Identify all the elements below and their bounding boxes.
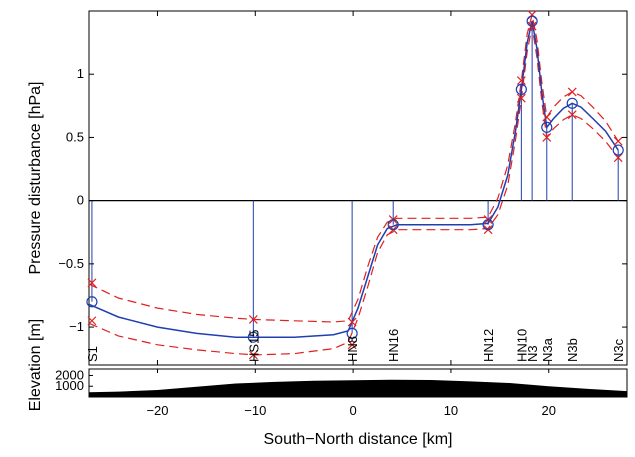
station-label-n3b: N3b [565, 338, 580, 362]
cross-upper-hn10 [516, 76, 526, 85]
fit-curve-group [88, 20, 619, 338]
ytick-label: −1 [69, 319, 84, 334]
station-label-hn8: HN8 [345, 336, 360, 362]
marker-hn16 [387, 219, 399, 231]
station-label-hn10: HN10 [514, 329, 529, 362]
cross-stroke [87, 316, 97, 326]
station-markers [86, 15, 624, 343]
station-label-hs15: HS15 [246, 329, 261, 362]
marker-hn12 [482, 219, 494, 231]
cross-stroke [567, 87, 577, 97]
ytick-label: 1 [77, 66, 84, 81]
pressure-axes-frame [88, 10, 628, 366]
upper-bound-curve [88, 14, 619, 323]
cross-stroke [542, 133, 552, 142]
elevation-axes-frame [88, 368, 628, 398]
cross-stroke [248, 350, 258, 360]
marker-hn8 [346, 327, 358, 339]
cross-upper-n3a [542, 112, 552, 122]
cross-lower-s1 [87, 316, 97, 326]
cross-upper-hn8 [347, 317, 357, 327]
marker-hn10 [515, 83, 527, 95]
ytick-label: −0.5 [58, 256, 84, 271]
station-label-s1: S1 [85, 346, 100, 362]
station-label-n3a: N3a [540, 337, 555, 362]
marker-hs15 [247, 331, 259, 343]
cross-lower-hs15 [248, 350, 258, 360]
distance-xlabel: South−North distance [km] [264, 431, 453, 448]
pressure-ticks: −1 −0.5 0 0.5 1 [58, 11, 627, 365]
station-label-hn16: HN16 [386, 329, 401, 362]
pressure-ylabel: Pressure disturbance [hPa] [27, 82, 44, 275]
xtick-label: 10 [444, 403, 458, 418]
cross-stroke [542, 112, 552, 122]
marker-n3a [541, 121, 553, 133]
cross-upper-hs15 [248, 315, 258, 324]
xtick-label: −20 [146, 403, 168, 418]
elev-ytick-label: 1000 [55, 378, 84, 393]
xtick-label: −10 [244, 403, 266, 418]
uncertainty-curves [88, 14, 619, 356]
cross-stroke [516, 93, 526, 103]
fit-curve [88, 20, 619, 338]
ytick-label: 0 [77, 193, 84, 208]
lower-bound-curve [88, 26, 619, 356]
cross-stroke [567, 110, 577, 120]
marker-s1 [86, 296, 98, 308]
station-label-n3: N3 [525, 345, 540, 362]
marker-n3b [566, 97, 578, 109]
cross-stroke [613, 136, 623, 146]
cross-lower-n3a [542, 133, 552, 142]
xtick-label: 20 [542, 403, 556, 418]
cross-upper-n3b [567, 87, 577, 97]
station-label-hn12: HN12 [481, 329, 496, 362]
elevation-ylabel: Elevation [m] [27, 319, 44, 411]
station-label-n3c: N3c [611, 338, 626, 362]
xtick-label: 0 [349, 403, 356, 418]
cross-stroke [347, 340, 357, 350]
marker-n3c [612, 144, 624, 156]
marker-n3 [526, 15, 538, 27]
cross-lower-hn8 [347, 340, 357, 350]
cross-stroke [347, 317, 357, 327]
cross-stroke [516, 76, 526, 85]
terrain-area [89, 379, 627, 397]
cross-stroke [87, 278, 97, 288]
elev-ytick-label: 2000 [55, 367, 84, 382]
ytick-label: 0.5 [66, 129, 84, 144]
cross-upper-n3c [613, 136, 623, 146]
cross-upper-s1 [87, 278, 97, 288]
cross-stroke [248, 315, 258, 324]
cross-lower-hn10 [516, 93, 526, 103]
cross-lower-n3b [567, 110, 577, 120]
